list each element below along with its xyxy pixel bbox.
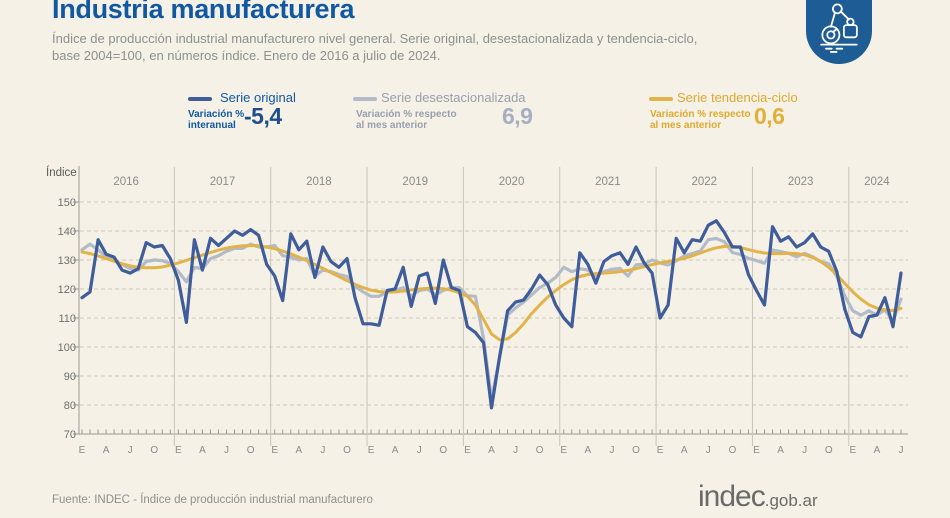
legend-metric-value: -5,4 bbox=[244, 103, 282, 129]
chart-text: 110 bbox=[58, 313, 76, 325]
chart-text: A bbox=[585, 445, 592, 456]
legend-label: Serie tendencia-ciclo bbox=[677, 90, 798, 105]
industry-badge bbox=[806, 0, 872, 64]
chart-text: O bbox=[825, 445, 833, 456]
chart-text: E bbox=[657, 445, 664, 456]
chart-text: E bbox=[753, 445, 760, 456]
chart-text: 2019 bbox=[402, 176, 428, 188]
chart-text: J bbox=[706, 445, 711, 456]
chart-text: Índice bbox=[46, 166, 77, 179]
chart-text: J bbox=[609, 445, 614, 456]
chart-text: A bbox=[103, 445, 110, 456]
chart-text: 2017 bbox=[210, 176, 236, 188]
legend-label: Serie original bbox=[220, 90, 296, 105]
chart-text: 70 bbox=[64, 429, 76, 441]
chart-text: A bbox=[295, 445, 302, 456]
chart-text: E bbox=[175, 445, 182, 456]
chart-text: A bbox=[392, 445, 399, 456]
chart-text: 100 bbox=[58, 342, 76, 354]
chart-text: E bbox=[849, 445, 856, 456]
chart-text: J bbox=[899, 445, 904, 456]
legend-metric-value: 0,6 bbox=[754, 103, 785, 129]
chart-text: 2022 bbox=[691, 176, 717, 188]
chart-text: J bbox=[417, 445, 422, 456]
chart-text: A bbox=[874, 445, 881, 456]
chart-text: 80 bbox=[64, 400, 76, 412]
page-title: Industria manufacturera bbox=[52, 0, 355, 24]
chart-text: 2023 bbox=[788, 176, 814, 188]
chart-text: 2016 bbox=[113, 176, 139, 188]
chart-text: J bbox=[224, 445, 229, 456]
chart-text: A bbox=[681, 445, 688, 456]
indec-logo-suffix: .gob.ar bbox=[764, 491, 818, 510]
legend-chip-2 bbox=[353, 97, 377, 101]
chart-text: J bbox=[320, 445, 325, 456]
series-line-serie-original bbox=[80, 219, 903, 410]
legend-metric-label: Variación % interanual bbox=[188, 109, 245, 131]
indec-logo: indec.gob.ar bbox=[698, 480, 818, 514]
industry-robotic-arm-icon bbox=[813, 0, 865, 63]
chart-text: 2020 bbox=[499, 176, 525, 188]
chart-text: J bbox=[802, 445, 807, 456]
legend-label: Serie desestacionalizada bbox=[381, 90, 526, 105]
chart-text: 2021 bbox=[595, 176, 621, 188]
chart-text: O bbox=[439, 445, 447, 456]
subtitle-line-1: Índice de producción industrial manufact… bbox=[52, 31, 698, 46]
chart-text: O bbox=[150, 445, 158, 456]
chart-text: A bbox=[199, 445, 206, 456]
legend-chip-1 bbox=[188, 97, 212, 101]
legend-chip-3 bbox=[649, 97, 673, 101]
chart-text: 130 bbox=[58, 255, 76, 267]
page-subtitle: Índice de producción industrial manufact… bbox=[52, 30, 697, 64]
chart-text: E bbox=[79, 445, 86, 456]
chart-text: 2018 bbox=[306, 176, 332, 188]
chart-text: J bbox=[513, 445, 518, 456]
chart-text: 90 bbox=[64, 371, 76, 383]
chart-text: 2024 bbox=[864, 176, 890, 188]
subtitle-line-2: base 2004=100, en números índice. Enero … bbox=[52, 48, 441, 63]
legend-metric-label: Variación % respecto al mes anterior bbox=[650, 109, 751, 131]
chart-text: E bbox=[271, 445, 278, 456]
chart-text: 120 bbox=[58, 284, 76, 296]
legend-metric-value: 6,9 bbox=[502, 103, 533, 129]
chart-text: O bbox=[247, 445, 255, 456]
chart-text: O bbox=[632, 445, 640, 456]
chart-text: O bbox=[536, 445, 544, 456]
chart-text: O bbox=[343, 445, 351, 456]
chart-text: O bbox=[728, 445, 736, 456]
chart-text: 140 bbox=[58, 226, 76, 238]
chart-text: E bbox=[464, 445, 471, 456]
chart-text: 150 bbox=[58, 197, 76, 209]
legend-metric-label: Variación % respecto al mes anterior bbox=[356, 109, 457, 131]
chart-text: J bbox=[128, 445, 133, 456]
chart-text: A bbox=[777, 445, 784, 456]
chart-text: A bbox=[488, 445, 495, 456]
chart-text: E bbox=[560, 445, 567, 456]
series-line-serie-tendencia-ciclo bbox=[80, 244, 903, 342]
source-note: Fuente: INDEC - Índice de producción ind… bbox=[52, 494, 373, 506]
chart-text: E bbox=[368, 445, 375, 456]
indec-logo-text: indec bbox=[698, 480, 766, 513]
